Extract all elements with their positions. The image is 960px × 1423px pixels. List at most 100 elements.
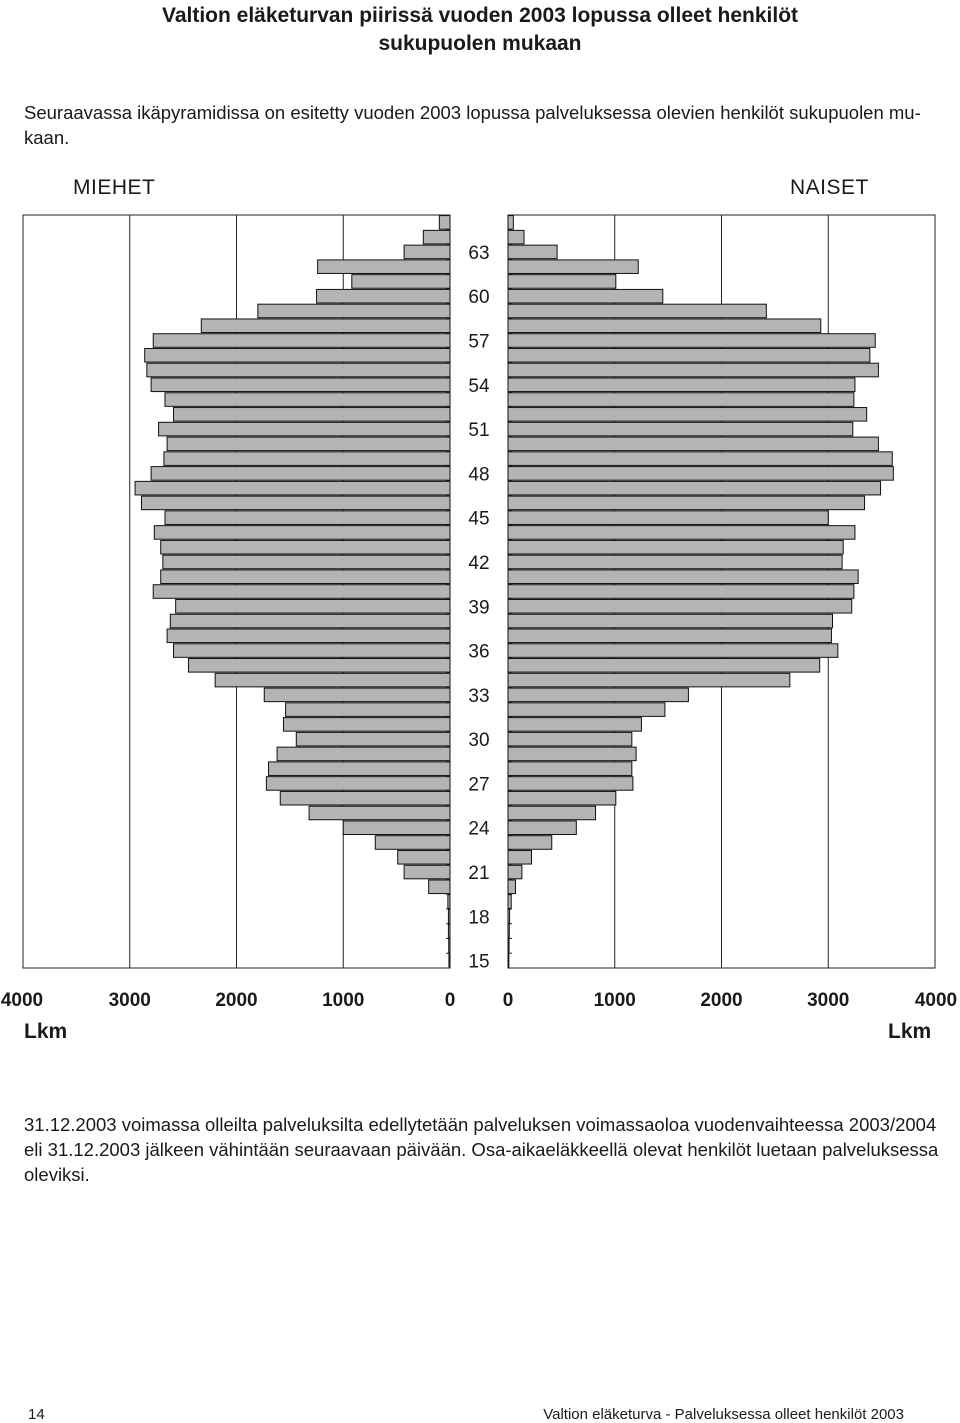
women-bar <box>507 480 882 496</box>
women-bar <box>507 347 871 363</box>
women-bar <box>507 407 868 422</box>
men-bar <box>163 451 451 466</box>
men-bar <box>403 864 451 880</box>
women-bar <box>507 274 617 289</box>
men-bar <box>317 259 451 274</box>
men-bar <box>422 229 451 245</box>
page-title: Valtion eläketurvan piirissä vuoden 2003… <box>0 2 960 58</box>
men-bar <box>169 613 451 629</box>
page-number: 14 <box>28 1406 45 1423</box>
men-bar <box>285 702 451 717</box>
women-bar <box>507 495 866 511</box>
age-axis: 63 60 57 54 51 48 45 42 39 36 33 30 27 24 21 18 15 <box>446 214 512 973</box>
men-bar <box>150 377 451 393</box>
women-bar <box>507 746 637 762</box>
men-bar <box>397 849 451 865</box>
population-pyramid-chart: 63 60 57 54 51 48 45 42 39 36 33 30 27 24 21 18 15 4000 3… <box>1 214 957 1011</box>
men-bar <box>140 495 451 511</box>
age-tick-label: 30 <box>468 730 489 751</box>
men-bar <box>152 584 451 599</box>
count-tick-label: 4000 <box>915 990 957 1011</box>
men-bar <box>263 687 451 703</box>
men-bar <box>316 288 451 304</box>
age-tick-label: 36 <box>468 642 489 663</box>
women-bar <box>507 392 855 407</box>
men-bar <box>166 628 451 644</box>
women-bar <box>507 362 879 378</box>
men-bar <box>351 274 451 289</box>
men-bar <box>152 333 451 348</box>
age-tick-label: 63 <box>468 243 489 264</box>
women-bar <box>507 215 514 230</box>
age-tick-label: 33 <box>468 686 489 707</box>
men-bar <box>173 643 451 658</box>
women-unit-label: Lkm <box>888 1020 932 1043</box>
age-tick-label: 57 <box>468 332 489 353</box>
women-bar <box>507 318 822 334</box>
women-bar <box>507 894 512 909</box>
age-tick-label: 27 <box>468 774 489 795</box>
women-bar <box>507 761 633 776</box>
count-tick-label: 2000 <box>215 990 257 1011</box>
men-bar <box>447 894 451 909</box>
women-bar <box>507 776 634 791</box>
intro-paragraph: Seuraavassa ikäpyramidissa on esitetty v… <box>24 102 921 148</box>
men-bar <box>295 731 451 747</box>
women-bar <box>507 658 821 673</box>
men-bar <box>166 436 451 452</box>
women-bar <box>507 288 664 304</box>
women-bar <box>507 923 510 939</box>
women-bar <box>507 938 510 954</box>
age-tick-label: 42 <box>468 553 489 574</box>
age-tick-label: 51 <box>468 420 489 441</box>
women-bar <box>507 229 525 245</box>
women-bar <box>507 259 639 274</box>
men-bar <box>276 746 451 762</box>
men-bar <box>162 554 451 570</box>
women-bar <box>507 539 844 555</box>
age-tick-label: 24 <box>468 819 490 840</box>
women-bar <box>507 953 510 968</box>
men-bar <box>164 510 451 525</box>
count-tick-label: 3000 <box>109 990 151 1011</box>
women-bar <box>507 525 856 540</box>
page-title-line2: sukupuolen mukaan <box>378 32 582 55</box>
women-bar <box>507 849 532 865</box>
women-bar <box>507 569 859 585</box>
men-bar <box>144 347 451 363</box>
women-bar <box>507 436 879 452</box>
men-bar <box>160 569 451 585</box>
men-bar <box>438 215 451 230</box>
men-bar <box>403 244 451 260</box>
women-bar <box>507 864 523 880</box>
men-bar <box>257 303 451 319</box>
women-bar <box>507 510 829 525</box>
men-bar <box>160 539 451 555</box>
men-bar <box>279 790 451 806</box>
women-bar <box>507 613 834 629</box>
women-bar <box>507 835 553 850</box>
page-title-line1: Valtion eläketurvan piirissä vuoden 2003… <box>161 4 799 27</box>
count-tick-label: 1000 <box>322 990 364 1011</box>
men-bar <box>150 466 451 481</box>
women-bar <box>507 628 832 644</box>
women-bar <box>507 466 894 481</box>
age-tick-label: 39 <box>468 597 489 618</box>
women-bar <box>507 702 666 717</box>
men-bar <box>173 407 451 422</box>
women-bar <box>507 598 853 614</box>
women-bar <box>507 790 617 806</box>
count-tick-label: 1000 <box>594 990 636 1011</box>
women-bar <box>507 731 633 747</box>
men-bar <box>175 598 451 614</box>
men-bar <box>187 658 451 673</box>
women-bar <box>507 909 511 924</box>
men-bar <box>158 421 451 437</box>
women-bar <box>507 244 558 260</box>
men-bar <box>134 480 451 496</box>
men-bar <box>214 672 451 688</box>
women-bar <box>507 333 876 348</box>
women-label: NAISET <box>790 176 869 199</box>
age-tick-label: 54 <box>468 376 490 397</box>
men-bar <box>265 776 451 791</box>
